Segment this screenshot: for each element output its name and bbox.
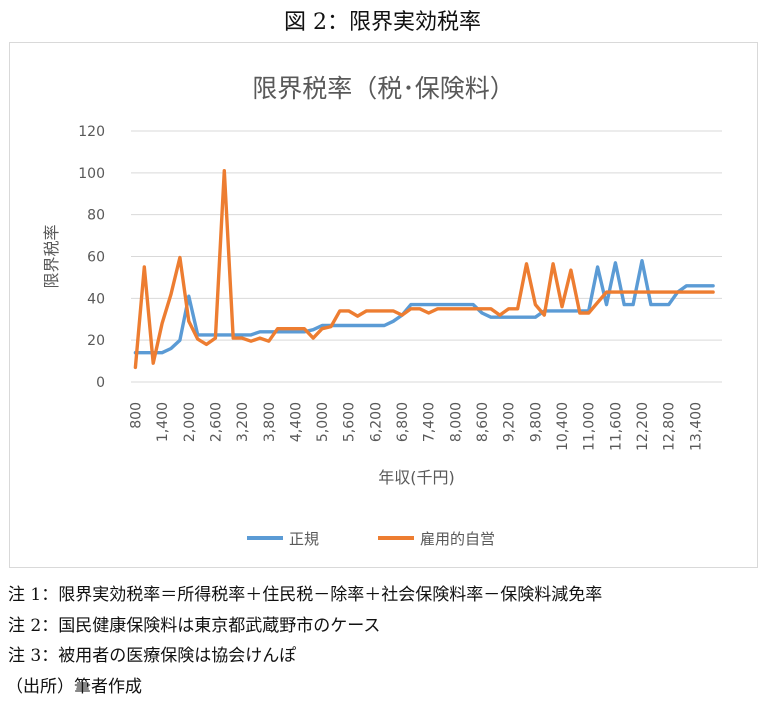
x-tick-label: 9,200: [502, 402, 518, 442]
x-tick-label: 2,600: [208, 402, 224, 442]
x-tick-label: 12,200: [635, 402, 651, 451]
x-tick-label: 6,800: [395, 402, 411, 442]
x-tick-label: 5,600: [342, 402, 358, 442]
note-3: 注 3：被用者の医療保険は協会けんぽ: [8, 646, 297, 666]
notes: 注 1：限界実効税率＝所得税率＋住民税－除率＋社会保険料率－保険料減免率 注 2…: [6, 580, 603, 702]
x-tick-label: 13,400: [688, 402, 704, 451]
y-axis-title: 限界税率: [42, 224, 61, 288]
series-line-1: [133, 258, 715, 355]
y-tick-label: 100: [78, 166, 105, 182]
x-tick-label: 1,400: [155, 402, 171, 442]
x-tick-label: 8,600: [475, 402, 491, 442]
x-tick-label: 9,800: [528, 402, 544, 442]
x-tick-label: 10,400: [555, 402, 571, 451]
x-tick-label: 5,000: [315, 402, 331, 442]
x-tick-label: 8,000: [448, 402, 464, 442]
note-1: 注 1：限界実効税率＝所得税率＋住民税－除率＋社会保険料率－保険料減免率: [8, 585, 603, 605]
x-tick-label: 800: [128, 402, 144, 429]
x-tick-label: 6,200: [368, 402, 384, 442]
y-tick-label: 80: [87, 208, 105, 224]
y-tick-label: 60: [87, 250, 105, 266]
x-axis-title: 年収(千円): [378, 468, 455, 487]
series-line-2: [133, 168, 715, 370]
y-tick-label: 40: [87, 291, 105, 307]
legend-label: 正規: [289, 530, 319, 548]
chart-title: 限界税率（税･保険料）: [252, 74, 515, 103]
x-tick-label: 12,800: [662, 402, 678, 451]
y-tick-label: 120: [78, 124, 105, 140]
x-tick-label: 11,000: [582, 402, 598, 451]
legend-label: 雇用的自営: [420, 530, 495, 548]
y-tick-label: 20: [87, 333, 105, 349]
x-tick-label: 3,200: [235, 402, 251, 442]
x-tick-label: 2,000: [182, 402, 198, 442]
note-2: 注 2：国民健康保険料は東京都武蔵野市のケース: [8, 615, 381, 636]
figure-title: 図 2：限界実効税率: [284, 10, 481, 35]
line-chart: 0 20 40 60 80 100 120 800 1,400 2,000 2,600 3,200 3,…: [42, 124, 722, 548]
chart-area: 限界税率（税･保険料） 0 20 40 60 80 100 120 800 1,400 2,000…: [9, 42, 758, 568]
x-tick-label: 3,800: [262, 402, 278, 442]
x-tick-label: 11,600: [608, 402, 624, 451]
x-tick-label: 4,400: [288, 402, 304, 442]
x-tick-label: 7,400: [422, 402, 438, 442]
source-note: （出所）筆者作成: [6, 676, 142, 697]
y-tick-label: 0: [96, 375, 105, 391]
